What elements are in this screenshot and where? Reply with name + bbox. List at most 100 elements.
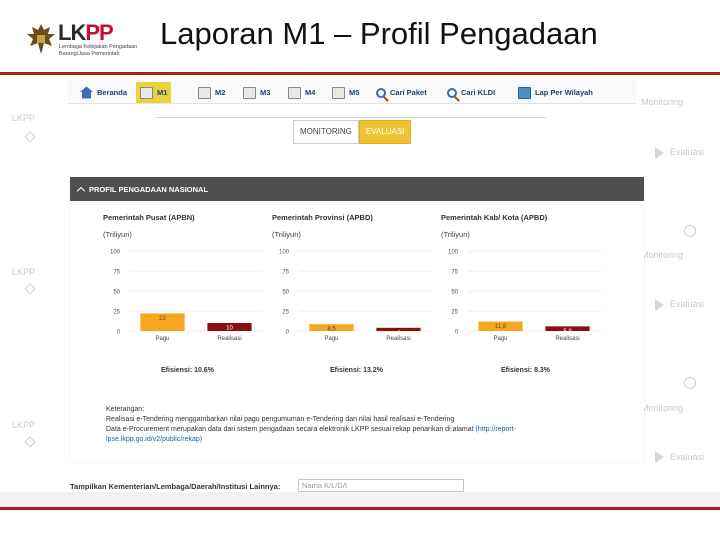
data-label: 10: [226, 326, 233, 332]
nav-item-m1[interactable]: M1: [136, 82, 172, 103]
main-nav: Beranda M1 M2 M3 M4 M5 Cari Paket Cari: [68, 80, 636, 104]
slide-header: LKPP Lembaga Kebijakan Pengadaan Barang/…: [0, 0, 720, 72]
nav-label: M4: [305, 88, 316, 97]
data-label: 22: [159, 316, 166, 322]
panel-title: PROFIL PENGADAAN NASIONAL: [89, 184, 209, 194]
y-tick-label: 100: [279, 250, 290, 256]
watermark-play-icon: [655, 147, 664, 159]
footer-divider: [0, 507, 720, 510]
watermark-evaluasi: Evaluasi: [670, 452, 705, 462]
home-icon: [80, 86, 93, 99]
x-tick-label: Pagu: [155, 336, 169, 342]
slide-title: Laporan M1 – Profil Pengadaan: [160, 16, 598, 51]
y-tick-label: 0: [286, 330, 290, 336]
y-tick-label: 75: [282, 270, 289, 276]
lkpp-logo: LKPP Lembaga Kebijakan Pengadaan Barang/…: [26, 20, 166, 60]
y-tick-label: 100: [110, 250, 121, 256]
data-label: 8,5: [327, 327, 336, 333]
panel-header[interactable]: PROFIL PENGADAAN NASIONAL: [70, 177, 644, 201]
y-tick-label: 50: [282, 290, 289, 296]
chart-kabkota: Pemerintah Kab/ Kota (APBD) (Triliyun) 0…: [441, 213, 606, 383]
nav-label: Cari KLDI: [461, 88, 496, 97]
watermark-diamond-icon: [24, 283, 36, 295]
header-divider: [0, 72, 720, 75]
bar-pagu: [309, 324, 354, 331]
chevron-up-icon: [76, 186, 86, 195]
y-tick-label: 25: [282, 310, 289, 316]
nav-item-lap-per-wilayah[interactable]: Lap Per Wilayah: [514, 82, 597, 103]
nav-label: M1: [157, 88, 168, 97]
data-label: 11,8: [495, 324, 507, 330]
nav-item-m3[interactable]: M3: [239, 82, 274, 103]
efisiensi-pusat: Efisiensi: 10.6%: [161, 367, 214, 374]
document-icon: [332, 86, 345, 99]
watermark-monitoring: Monitoring: [641, 403, 684, 413]
document-icon: [243, 86, 256, 99]
view-tabs: MONITORING EVALUASI: [293, 120, 412, 144]
tab-monitoring[interactable]: MONITORING: [293, 120, 359, 144]
data-label: 5,8: [563, 329, 572, 335]
y-tick-label: 75: [451, 270, 458, 276]
watermark-evaluasi: Evaluasi: [670, 147, 705, 157]
garuda-emblem-icon: [27, 24, 55, 54]
filter-row: Tampilkan Kementerian/Lembaga/Daerah/Ins…: [70, 478, 670, 492]
y-tick-label: 50: [113, 290, 120, 296]
kldi-search-input[interactable]: Nama K/L/D/I: [298, 479, 464, 492]
data-label: 4: [397, 330, 401, 336]
keterangan-heading: Keterangan:: [106, 406, 145, 413]
chart-title: Pemerintah Pusat (APBN): [103, 213, 195, 222]
profil-panel: PROFIL PENGADAAN NASIONAL Pemerintah Pus…: [70, 177, 644, 463]
bar-pagu: [478, 321, 523, 331]
efisiensi-provinsi: Efisiensi: 13.2%: [330, 367, 383, 374]
nav-item-cari-kldi[interactable]: Cari KLDI: [443, 82, 499, 103]
nav-label: M3: [260, 88, 271, 97]
keterangan: Keterangan: Realisasi e-Tendering mengga…: [106, 405, 606, 445]
watermark-play-icon: [655, 299, 664, 311]
nav-item-cari-paket[interactable]: Cari Paket: [372, 82, 431, 103]
chart-pusat: Pemerintah Pusat (APBN) (Triliyun) 0 25 50…: [103, 213, 268, 383]
watermark-diamond-icon: [24, 436, 36, 448]
document-icon: [288, 86, 301, 99]
keterangan-line-2: Data e-Procurement merupakan data dari s…: [106, 426, 517, 443]
watermark-lkpp: LKPP: [12, 420, 36, 430]
chart-provinsi: Pemerintah Provinsi (APBD) (Triliyun) 0 2…: [272, 213, 437, 383]
map-icon: [518, 86, 531, 99]
keterangan-line-1: Realisasi e-Tendering menggambarkan nila…: [106, 416, 455, 423]
x-tick-label: Pagu: [324, 336, 338, 342]
bar-chart: 0 25 50 75 100 22 Pagu 10 Realisasi: [110, 250, 263, 342]
nav-item-beranda[interactable]: Beranda: [76, 82, 131, 103]
nav-item-m2[interactable]: M2: [194, 82, 229, 103]
x-tick-label: Realisasi: [217, 336, 241, 342]
watermark-play-icon: [655, 451, 664, 463]
nav-label: Cari Paket: [390, 88, 427, 97]
efisiensi-kabkota: Efisiensi: 8.3%: [501, 367, 551, 374]
watermark-monitoring: Monitoring: [641, 97, 684, 107]
document-icon: [140, 86, 153, 99]
chart-title: Pemerintah Provinsi (APBD): [272, 213, 373, 222]
search-icon: [376, 87, 386, 98]
watermark-lkpp: LKPP: [12, 113, 36, 123]
nav-label: M5: [349, 88, 360, 97]
sub-divider: [155, 117, 547, 118]
y-tick-label: 100: [448, 250, 459, 256]
nav-label: Beranda: [97, 88, 128, 97]
document-icon: [198, 86, 211, 99]
nav-item-m5[interactable]: M5: [328, 82, 363, 103]
bar-pagu: [140, 313, 185, 331]
report-screenshot: LKPP LKPP LKPP Monitoring Evaluasi Monit…: [0, 75, 720, 492]
filter-label: Tampilkan Kementerian/Lembaga/Daerah/Ins…: [70, 482, 281, 491]
bar-realisasi: [207, 323, 252, 331]
rekap-link[interactable]: (http://report-lpse.lkpp.go.id/v2/public…: [106, 426, 517, 443]
logo-tagline: Lembaga Kebijakan Pengadaan Barang/Jasa …: [59, 44, 138, 57]
bar-realisasi: [376, 327, 421, 331]
x-tick-label: Realisasi: [555, 336, 579, 342]
nav-item-m4[interactable]: M4: [284, 82, 319, 103]
logo-wordmark: LKPP: [58, 20, 114, 45]
chart-unit: (Triliyun): [272, 230, 301, 239]
tab-evaluasi[interactable]: EVALUASI: [358, 120, 412, 144]
watermark-lkpp: LKPP: [12, 267, 36, 277]
footer-strip: [0, 492, 720, 507]
watermark-monitoring: Monitoring: [641, 250, 684, 260]
